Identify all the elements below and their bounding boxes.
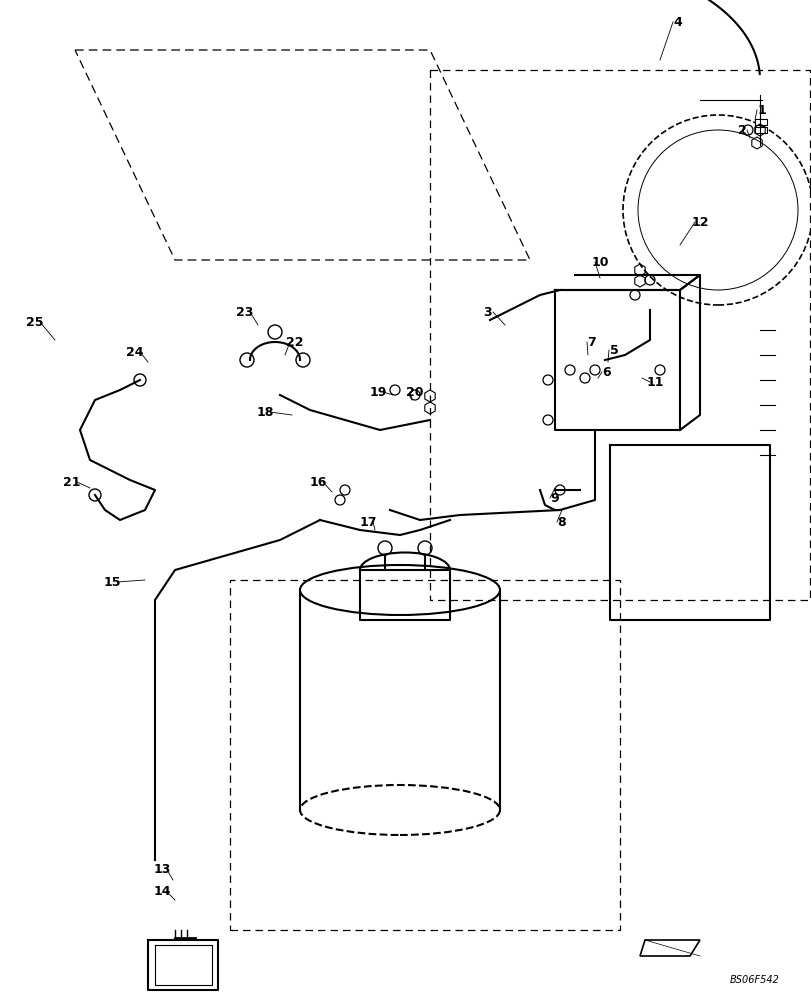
- Text: 9: 9: [550, 491, 559, 504]
- Text: 1: 1: [757, 104, 766, 117]
- Text: 25: 25: [26, 316, 44, 328]
- Text: 5: 5: [609, 344, 618, 357]
- Text: 20: 20: [406, 385, 423, 398]
- Text: 8: 8: [557, 516, 565, 528]
- Bar: [754, 119, 766, 125]
- Text: 23: 23: [236, 306, 253, 318]
- Bar: [754, 127, 766, 133]
- Text: 21: 21: [63, 476, 80, 488]
- Text: 14: 14: [153, 886, 170, 898]
- Text: 11: 11: [646, 375, 663, 388]
- Text: 16: 16: [309, 476, 326, 488]
- Text: 22: 22: [286, 336, 303, 349]
- Text: 6: 6: [602, 365, 611, 378]
- Text: 13: 13: [153, 863, 170, 876]
- Text: 4: 4: [673, 16, 681, 29]
- Text: 2: 2: [736, 124, 745, 137]
- Text: 19: 19: [369, 385, 386, 398]
- Text: 12: 12: [690, 216, 708, 229]
- Text: 18: 18: [256, 406, 273, 418]
- Text: 15: 15: [103, 576, 121, 588]
- Text: 3: 3: [483, 306, 491, 318]
- Polygon shape: [639, 940, 699, 956]
- Text: 24: 24: [126, 346, 144, 359]
- Text: 17: 17: [358, 516, 376, 528]
- Text: 7: 7: [587, 336, 595, 349]
- Text: 10: 10: [590, 255, 608, 268]
- Text: BS06F542: BS06F542: [729, 975, 779, 985]
